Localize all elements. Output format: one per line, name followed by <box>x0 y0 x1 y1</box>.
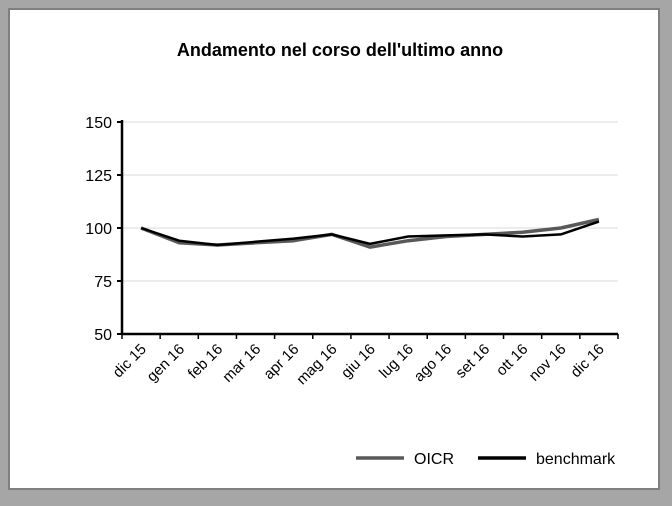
x-tick-label: ago 16 <box>411 341 455 385</box>
grid-lines <box>122 121 618 282</box>
y-tick-labels: 50 75 100 125 150 <box>85 115 112 344</box>
x-tick-label: lug 16 <box>376 341 417 382</box>
series-line-1 <box>140 220 600 247</box>
chart-panel: Andamento nel corso dell'ultimo anno 50 7… <box>8 8 660 490</box>
axes <box>117 120 619 339</box>
x-tick-label: dic 15 <box>110 341 150 381</box>
y-tick-label: 50 <box>94 327 112 344</box>
x-tick-label: giu 16 <box>338 341 379 382</box>
x-tick-label: gen 16 <box>144 341 188 385</box>
x-tick-label: dic 16 <box>567 341 607 381</box>
x-tick-label: feb 16 <box>185 341 227 383</box>
line-chart: Andamento nel corso dell'ultimo anno 50 7… <box>85 40 619 468</box>
legend-label: OICR <box>414 451 454 468</box>
x-tick-label: nov 16 <box>526 341 570 385</box>
series-lines <box>140 217 600 249</box>
x-tick-label: mar 16 <box>219 341 264 386</box>
y-tick-label: 75 <box>94 274 112 291</box>
chart-title: Andamento nel corso dell'ultimo anno <box>177 40 503 60</box>
y-tick-label: 125 <box>85 168 112 185</box>
legend-label: benchmark <box>536 451 616 468</box>
legend: OICR benchmark <box>356 451 616 468</box>
x-tick-label: mag 16 <box>293 341 340 388</box>
x-tick-label: set 16 <box>452 341 493 382</box>
y-tick-label: 100 <box>85 221 112 238</box>
y-tick-label: 150 <box>85 115 112 132</box>
